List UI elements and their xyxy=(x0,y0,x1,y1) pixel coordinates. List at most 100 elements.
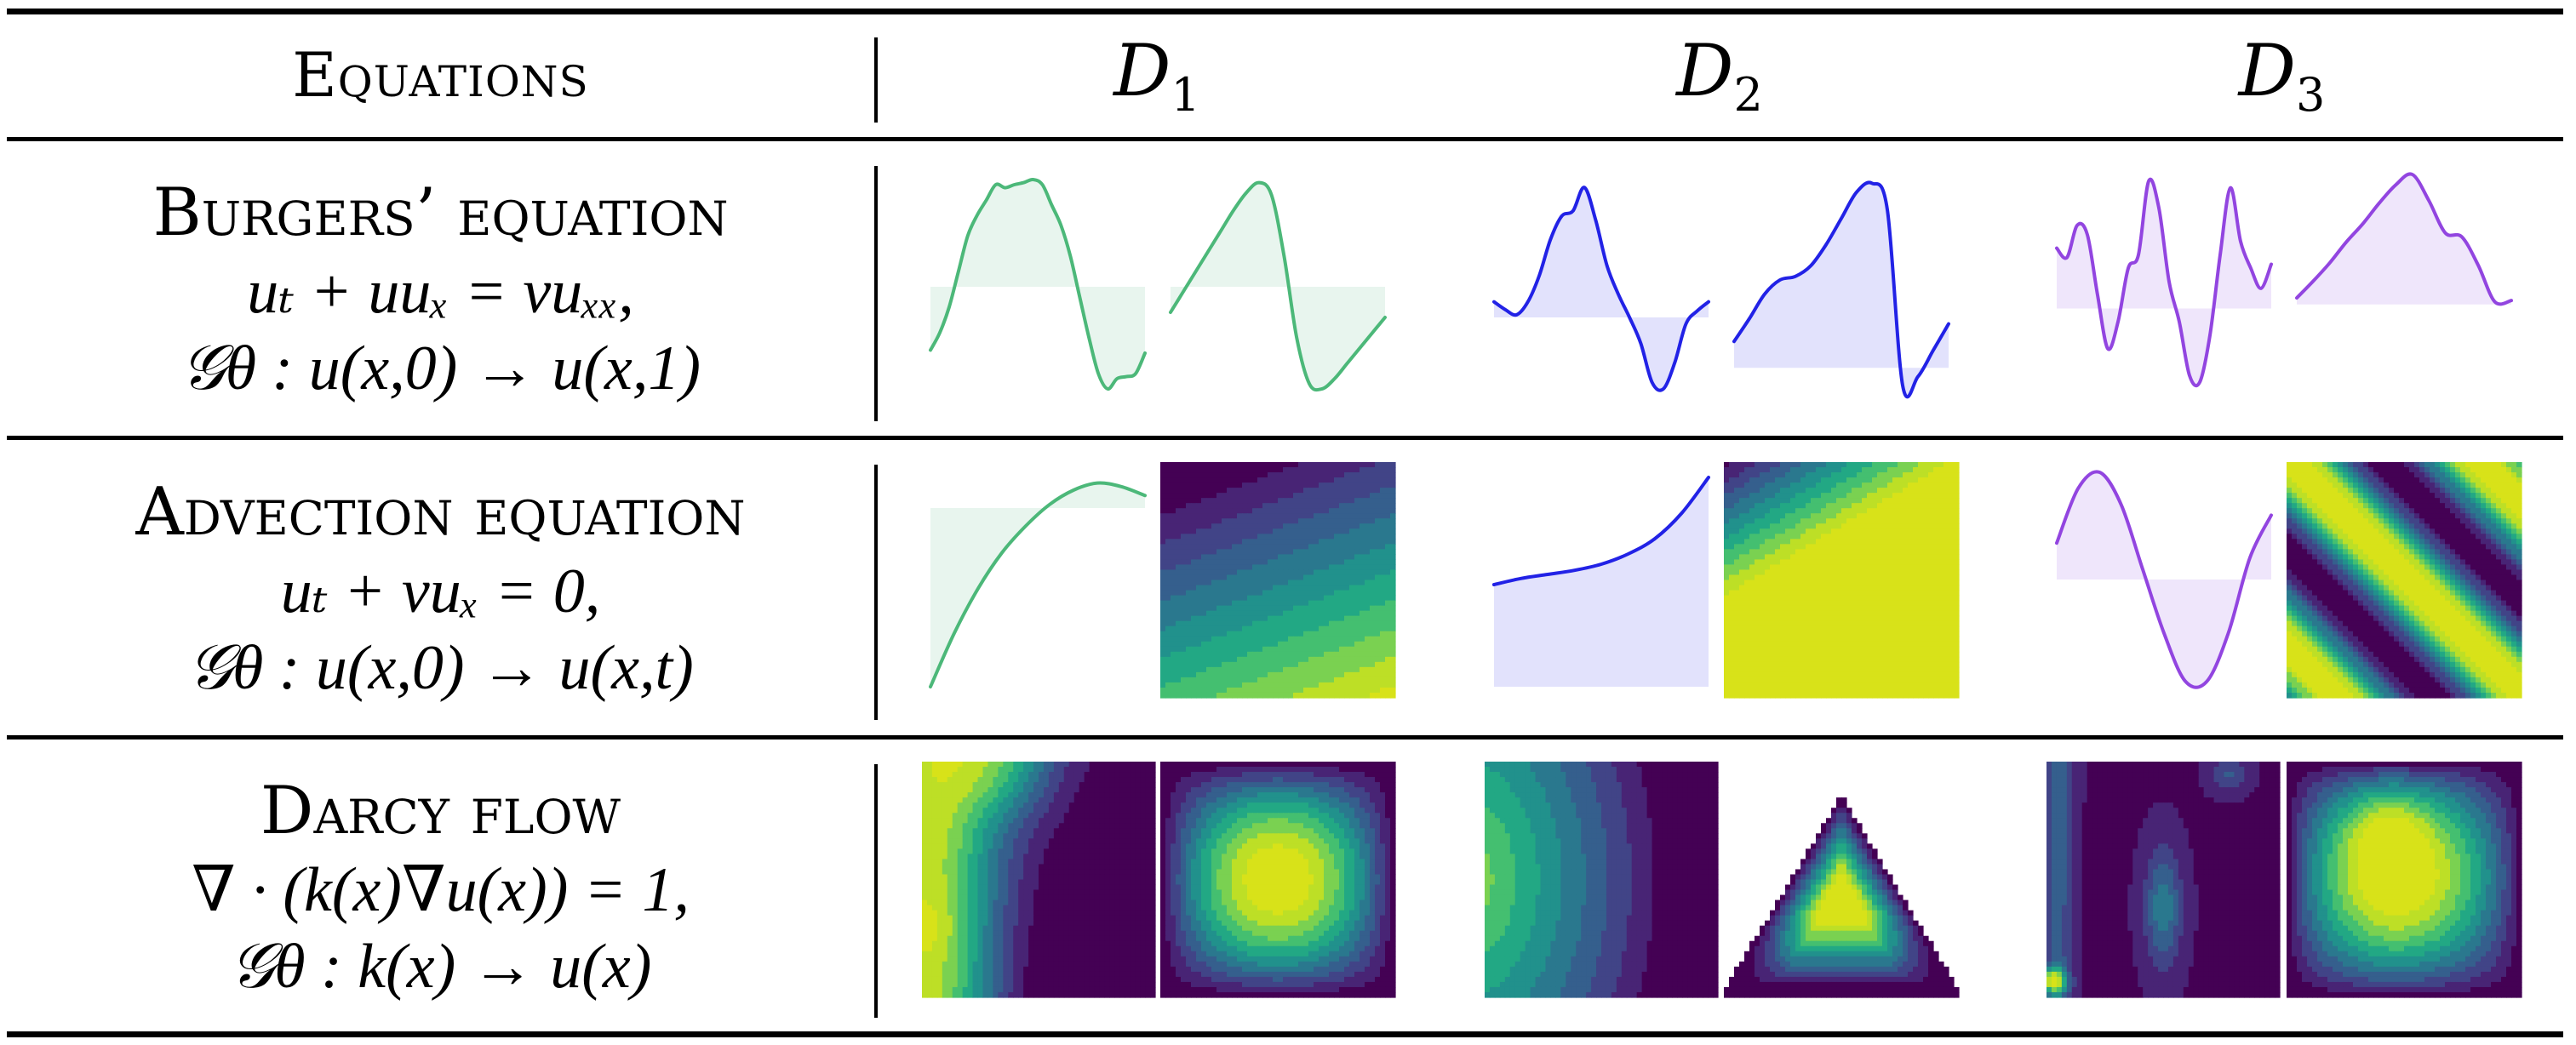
heatmap-cell xyxy=(2353,539,2359,545)
heatmap-cell xyxy=(1273,559,1279,566)
heatmap-cell xyxy=(2343,503,2349,509)
heatmap-cell xyxy=(2297,539,2303,545)
heatmap-cell xyxy=(2312,477,2318,483)
heatmap-cell xyxy=(1262,503,1268,509)
heatmap-cell xyxy=(1918,483,1924,488)
heatmap-cell xyxy=(1334,636,1340,642)
heatmap-cell xyxy=(1242,656,1248,663)
heatmap-cell xyxy=(1811,600,1817,607)
heatmap-cell xyxy=(1242,513,1248,519)
heatmap-cell xyxy=(2302,528,2308,534)
heatmap-cell xyxy=(1780,539,1786,545)
heatmap-cell xyxy=(1765,620,1771,627)
heatmap-cell xyxy=(1923,651,1929,658)
heatmap-cell xyxy=(1918,580,1924,586)
heatmap-cell xyxy=(1785,687,1791,694)
heatmap-cell xyxy=(1298,493,1304,499)
heatmap-cell xyxy=(1319,620,1325,627)
heatmap-cell xyxy=(1390,574,1396,581)
heatmap-cell xyxy=(1344,503,1350,509)
heatmap-cell xyxy=(1928,539,1934,545)
heatmap-cell xyxy=(1755,544,1760,550)
heatmap-cell xyxy=(1160,666,1166,673)
heatmap-cell xyxy=(1278,625,1284,632)
heatmap-cell xyxy=(1252,580,1258,586)
heatmap-cell xyxy=(1806,677,1812,683)
heatmap-cell xyxy=(1734,677,1740,683)
heatmap-cell xyxy=(1211,661,1217,668)
heatmap-cell xyxy=(1765,671,1771,678)
heatmap-cell xyxy=(1790,682,1796,688)
heatmap-cell xyxy=(1242,564,1248,571)
heatmap-cell xyxy=(1877,625,1883,632)
heatmap-cell xyxy=(2368,503,2374,509)
heatmap-cell xyxy=(1949,477,1955,483)
heatmap-cell xyxy=(1918,610,1924,617)
heatmap-cell xyxy=(1882,625,1888,632)
heatmap-cell xyxy=(1385,580,1391,586)
heatmap-cell xyxy=(2322,493,2328,499)
heatmap-cell xyxy=(1288,498,1294,504)
heatmap-cell xyxy=(1257,661,1263,668)
heatmap-cell xyxy=(2358,534,2364,540)
heatmap-cell xyxy=(1339,687,1345,694)
heatmap-cell xyxy=(1795,493,1801,499)
heatmap-cell xyxy=(2435,513,2441,519)
heatmap-cell xyxy=(2297,528,2303,534)
heatmap-cell xyxy=(1943,498,1949,504)
heatmap-cell xyxy=(1826,564,1832,571)
heatmap-cell xyxy=(1724,467,1730,473)
heatmap-cell xyxy=(1862,488,1868,494)
heatmap-cell xyxy=(1857,564,1863,571)
heatmap-cell xyxy=(1288,549,1294,555)
heatmap-cell xyxy=(1943,636,1949,642)
heatmap-cell xyxy=(2384,488,2390,494)
heatmap-cell xyxy=(1954,467,1960,473)
heatmap-cell xyxy=(1816,610,1822,617)
heatmap-cell xyxy=(1242,677,1248,683)
heatmap-cell xyxy=(1222,472,1228,478)
heatmap-cell xyxy=(1370,692,1376,699)
heatmap-cell xyxy=(1943,508,1949,514)
heatmap-cell xyxy=(1165,692,1171,699)
heatmap-cell xyxy=(1729,631,1735,637)
heatmap-cell xyxy=(2389,528,2395,534)
heatmap-cell xyxy=(1908,498,1914,504)
heatmap-cell xyxy=(1329,472,1335,478)
heatmap-cell xyxy=(1795,559,1801,566)
heatmap-cell xyxy=(1846,574,1852,581)
heatmap-cell xyxy=(2384,534,2390,540)
heatmap-cell xyxy=(1268,549,1274,555)
heatmap-cell xyxy=(1806,671,1812,678)
heatmap-cell xyxy=(2404,503,2410,509)
heatmap-cell xyxy=(1227,651,1233,658)
heatmap-cell xyxy=(1375,625,1381,632)
heatmap-cell xyxy=(1790,544,1796,550)
heatmap-cell xyxy=(1171,569,1176,576)
heatmap-cell xyxy=(2501,534,2507,540)
heatmap-cell xyxy=(1862,569,1868,576)
heatmap-cell xyxy=(2460,488,2466,494)
heatmap-cell xyxy=(1872,483,1878,488)
heatmap-cell xyxy=(1775,528,1781,534)
heatmap-cell xyxy=(1852,467,1858,473)
heatmap-cell xyxy=(1949,666,1955,673)
heatmap-cell xyxy=(1918,671,1924,678)
heatmap-cell xyxy=(1872,636,1878,642)
heatmap-cell xyxy=(1176,610,1182,617)
heatmap-cell xyxy=(1370,534,1376,540)
heatmap-cell xyxy=(1344,631,1350,637)
heatmap-cell xyxy=(1252,549,1258,555)
heatmap-cell xyxy=(1770,636,1776,642)
heatmap-cell xyxy=(1171,477,1176,483)
heatmap-cell xyxy=(1283,615,1289,622)
heatmap-cell xyxy=(1329,595,1335,602)
heatmap-cell xyxy=(1918,615,1924,622)
heatmap-cell xyxy=(1283,569,1289,576)
heatmap-cell xyxy=(1206,518,1212,524)
heatmap-cell xyxy=(1370,605,1376,612)
heatmap-cell xyxy=(2312,503,2318,509)
heatmap-cell xyxy=(1887,692,1893,699)
heatmap-cell xyxy=(1232,661,1238,668)
heatmap-cell xyxy=(2440,483,2446,488)
